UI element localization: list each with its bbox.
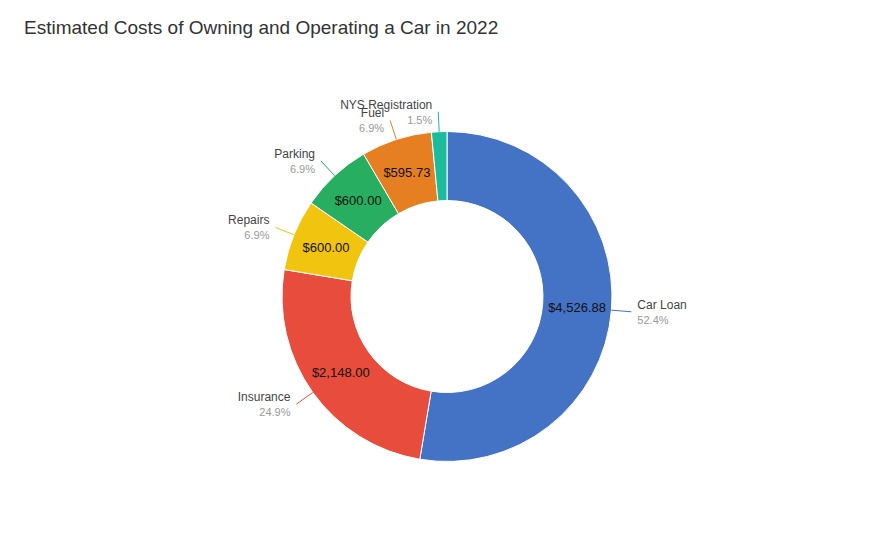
svg-text:24.9%: 24.9% <box>259 406 290 418</box>
svg-text:Fuel: Fuel <box>360 106 385 121</box>
svg-text:52.4%: 52.4% <box>637 314 668 326</box>
svg-text:6.9%: 6.9% <box>244 229 269 241</box>
svg-text:$600.00: $600.00 <box>302 240 349 255</box>
html-text:Estimated Costs of Owning and: Estimated Costs of Owning and Operating … <box>24 17 499 38</box>
svg-text:Car Loan: Car Loan <box>637 298 686 312</box>
svg-text:Repairs: Repairs <box>228 213 269 227</box>
svg-text:6.9%: 6.9% <box>290 163 315 175</box>
svg-text:$4,526.88: $4,526.88 <box>548 300 606 315</box>
svg-text:Parking: Parking <box>274 147 315 161</box>
svg-text:$595.73: $595.73 <box>383 165 430 180</box>
svg-text:$2,148.00: $2,148.00 <box>312 365 370 380</box>
svg-text:NYS Registration: NYS Registration <box>340 98 432 112</box>
svg-text:1.5%: 1.5% <box>407 114 432 126</box>
svg-text:$600.00: $600.00 <box>335 193 382 208</box>
svg-text:6.9%: 6.9% <box>359 122 384 134</box>
svg-text:Insurance: Insurance <box>238 390 291 404</box>
